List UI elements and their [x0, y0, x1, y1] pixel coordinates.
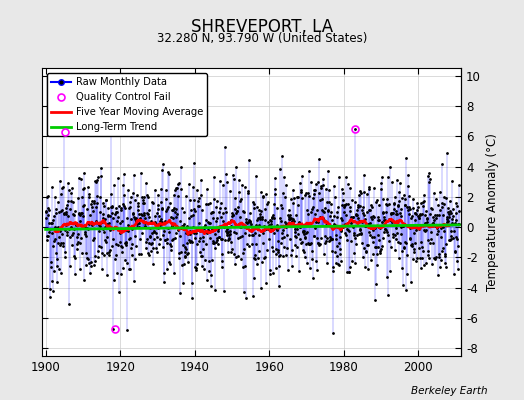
Text: 32.280 N, 93.790 W (United States): 32.280 N, 93.790 W (United States)	[157, 32, 367, 45]
Y-axis label: Temperature Anomaly (°C): Temperature Anomaly (°C)	[486, 133, 499, 291]
Text: SHREVEPORT, LA: SHREVEPORT, LA	[191, 18, 333, 36]
Text: Berkeley Earth: Berkeley Earth	[411, 386, 487, 396]
Legend: Raw Monthly Data, Quality Control Fail, Five Year Moving Average, Long-Term Tren: Raw Monthly Data, Quality Control Fail, …	[47, 73, 208, 136]
